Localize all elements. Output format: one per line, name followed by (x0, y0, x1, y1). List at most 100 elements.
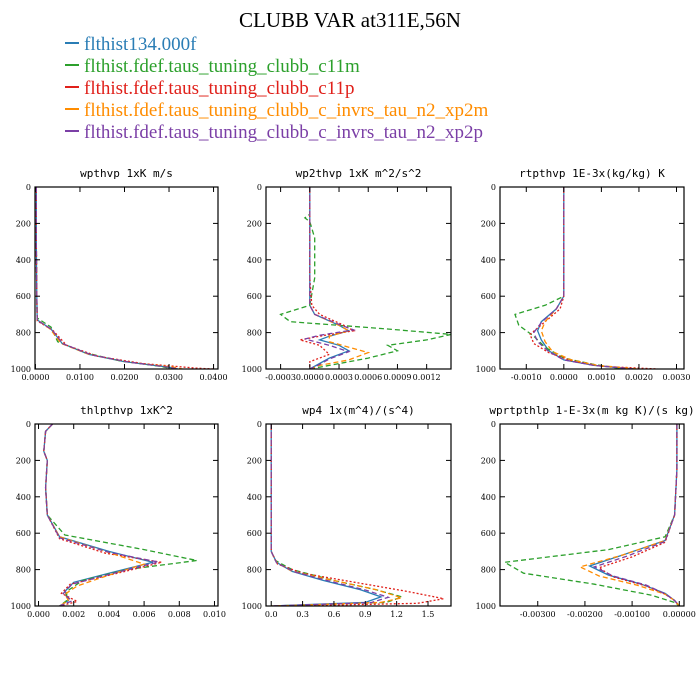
series-line (35, 187, 179, 369)
y-tick-label: 400 (481, 493, 496, 502)
y-tick-label: 600 (247, 529, 262, 538)
series-line (299, 187, 356, 369)
legend-label: flthist.fdef.taus_tuning_clubb_c_invrs_t… (84, 122, 483, 143)
y-tick-label: 800 (481, 329, 496, 338)
plot-panel: wp2thvp 1xK m^2/s^2 0 200 400 600 800 1000-0.0… (242, 167, 452, 382)
x-tick-label: 0.0012 (413, 373, 441, 382)
plot-frame (34, 423, 219, 607)
x-tick-label: 0.0009 (383, 373, 411, 382)
legend-item: flthist134.000f (65, 34, 488, 56)
x-tick-label: 0.0003 (325, 373, 353, 382)
x-tick-label: 0.010 (203, 610, 226, 619)
x-tick-label: -0.00200 (567, 610, 603, 619)
x-tick-label: 0.0200 (110, 373, 138, 382)
panel-title: wprtpthlp 1-E-3x(m kg K)/(s kg) (489, 404, 694, 417)
legend-item: flthist.fdef.taus_tuning_clubb_c11p (65, 78, 488, 100)
y-tick-label: 800 (16, 329, 31, 338)
plot-frame (499, 423, 685, 607)
x-tick-label: -0.00300 (520, 610, 556, 619)
legend-item: flthist.fdef.taus_tuning_clubb_c_invrs_t… (65, 100, 488, 122)
series-line (43, 424, 162, 606)
series-line (533, 187, 636, 369)
y-tick-label: 600 (481, 529, 496, 538)
y-tick-label: 200 (481, 456, 496, 465)
series-line (304, 187, 357, 369)
legend-label: flthist.fdef.taus_tuning_clubb_c11m (84, 56, 360, 77)
series-line (514, 187, 624, 369)
x-tick-label: 0.6 (328, 610, 341, 619)
legend-item: flthist.fdef.taus_tuning_clubb_c11m (65, 56, 488, 78)
y-tick-label: 400 (247, 256, 262, 265)
panel-title: wp2thvp 1xK m^2/s^2 (296, 167, 422, 180)
panel-title: rtpthvp 1E-3x(kg/kg) K (519, 167, 665, 180)
series-line (502, 424, 680, 606)
x-tick-label: 0.0100 (66, 373, 94, 382)
y-tick-label: 400 (247, 493, 262, 502)
series-line (540, 187, 639, 369)
legend-swatch (65, 63, 79, 66)
series-line (578, 424, 680, 606)
x-tick-label: 0.3 (296, 610, 309, 619)
x-tick-label: 1.5 (422, 610, 435, 619)
x-tick-label: 0.008 (168, 610, 191, 619)
y-tick-label: 200 (247, 219, 262, 228)
y-tick-label: 200 (16, 219, 31, 228)
y-tick-label: 0 (257, 183, 262, 192)
x-tick-label: 0.0300 (155, 373, 183, 382)
y-tick-label: 1000 (242, 365, 262, 374)
y-tick-label: 600 (481, 292, 496, 301)
legend-swatch (65, 85, 79, 88)
series-line (592, 424, 680, 606)
legend-swatch (65, 107, 79, 110)
y-tick-label: 800 (247, 329, 262, 338)
legend-label: flthist.fdef.taus_tuning_clubb_c11p (84, 78, 355, 99)
legend: flthist134.000f flthist.fdef.taus_tuning… (65, 34, 488, 144)
y-tick-label: 800 (481, 566, 496, 575)
legend-label: flthist.fdef.taus_tuning_clubb_c_invrs_t… (84, 100, 489, 121)
plot-frame (34, 186, 219, 370)
series-line (536, 187, 632, 369)
y-tick-label: 0 (26, 420, 31, 429)
y-tick-label: 400 (481, 256, 496, 265)
series-line (587, 424, 680, 606)
legend-label: flthist134.000f (84, 34, 197, 55)
y-tick-label: 600 (247, 292, 262, 301)
x-tick-label: -0.00100 (614, 610, 650, 619)
x-tick-label: 0.006 (133, 610, 156, 619)
y-tick-label: 400 (16, 493, 31, 502)
y-tick-label: 200 (481, 219, 496, 228)
series-line (270, 424, 405, 606)
x-tick-label: 0.00000 (663, 610, 696, 619)
series-line (35, 187, 214, 369)
x-tick-label: 0.0006 (354, 373, 382, 382)
panel-title: wp4 1x(m^4)/(s^4) (302, 404, 415, 417)
series-line (35, 187, 174, 369)
x-tick-label: 0.002 (62, 610, 85, 619)
legend-swatch (65, 129, 79, 132)
x-tick-label: 0.0000 (21, 373, 49, 382)
x-tick-label: 0.0020 (625, 373, 653, 382)
x-tick-label: 0.0 (265, 610, 278, 619)
panel-title: thlpthvp 1xK^2 (80, 404, 173, 417)
plot-frame (265, 423, 452, 607)
legend-item: flthist.fdef.taus_tuning_clubb_c_invrs_t… (65, 122, 488, 144)
series-line (43, 424, 159, 606)
y-tick-label: 400 (16, 256, 31, 265)
y-tick-label: 0 (491, 183, 496, 192)
x-tick-label: 0.0000 (550, 373, 578, 382)
y-tick-label: 800 (247, 566, 262, 575)
x-tick-label: 1.2 (390, 610, 403, 619)
series-line (270, 424, 391, 606)
x-tick-label: 0.9 (359, 610, 372, 619)
y-tick-label: 1000 (242, 602, 262, 611)
x-tick-label: 0.0400 (200, 373, 228, 382)
x-tick-label: -0.0003 (265, 373, 296, 382)
y-tick-label: 1000 (476, 602, 496, 611)
y-tick-label: 800 (16, 566, 31, 575)
series-line (270, 424, 444, 606)
x-tick-label: 0.000 (27, 610, 50, 619)
series-line (529, 187, 658, 369)
